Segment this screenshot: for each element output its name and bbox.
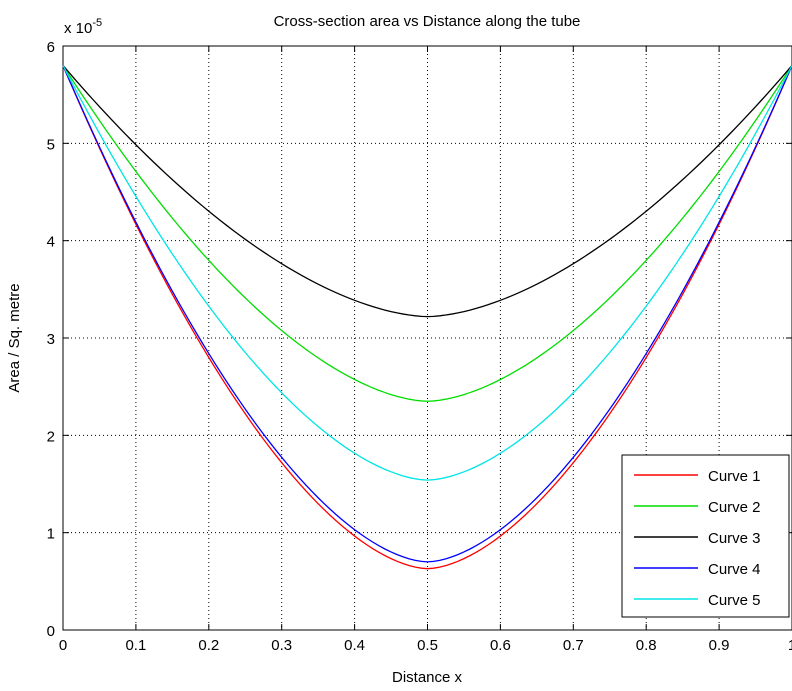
series-line-curve-4 [62,65,792,563]
y-exponent-label: x 10-5 [64,17,102,37]
y-tick-label: 3 [47,331,55,348]
x-tick-label: 0.7 [563,637,584,654]
y-tick-label: 5 [47,136,55,153]
series-line-curve-2 [62,65,792,402]
y-axis-label: Area / Sq. metre [6,283,23,392]
legend-label-curve-4: Curve 4 [708,561,761,578]
x-tick-label: 0.4 [344,637,365,654]
grid [63,46,792,630]
x-tick-label: 0.5 [417,637,438,654]
y-tick-label: 6 [47,39,55,56]
y-exponent-power: -5 [92,17,102,29]
y-tick-label: 4 [47,234,55,251]
x-tick-label: 0 [59,637,67,654]
x-tick-label: 0.6 [490,637,511,654]
y-tick-label: 0 [47,623,55,640]
legend: Curve 1 Curve 2 Curve 3 Curve 4 Curve 5 [621,454,790,618]
chart-title: Cross-section area vs Distance along the… [274,13,581,30]
x-tick-label: 0.3 [271,637,292,654]
legend-label-curve-5: Curve 5 [708,592,761,609]
series-lines [62,65,792,570]
x-tick-label: 0.8 [636,637,657,654]
x-tick-label: 0.2 [198,637,219,654]
x-tick-label: 0.1 [125,637,146,654]
legend-box [621,454,790,618]
legend-label-curve-3: Curve 3 [708,530,761,547]
x-tick-label: 0.9 [709,637,730,654]
series-line-curve-5 [62,65,792,481]
x-axis-label: Distance x [392,669,463,686]
ticks: 0 0.1 0.2 0.3 0.4 0.5 0.6 0.7 0.8 0.9 1 0 1 2 3 4 5 6 [47,39,792,654]
series-line-curve-3 [62,65,792,318]
series-line-curve-1 [62,65,792,570]
y-tick-label: 2 [47,428,55,445]
y-exponent-base: x 10 [64,20,92,37]
x-tick-label: 1 [788,637,792,654]
legend-label-curve-1: Curve 1 [708,468,761,485]
y-tick-label: 1 [47,526,55,543]
legend-label-curve-2: Curve 2 [708,499,761,516]
